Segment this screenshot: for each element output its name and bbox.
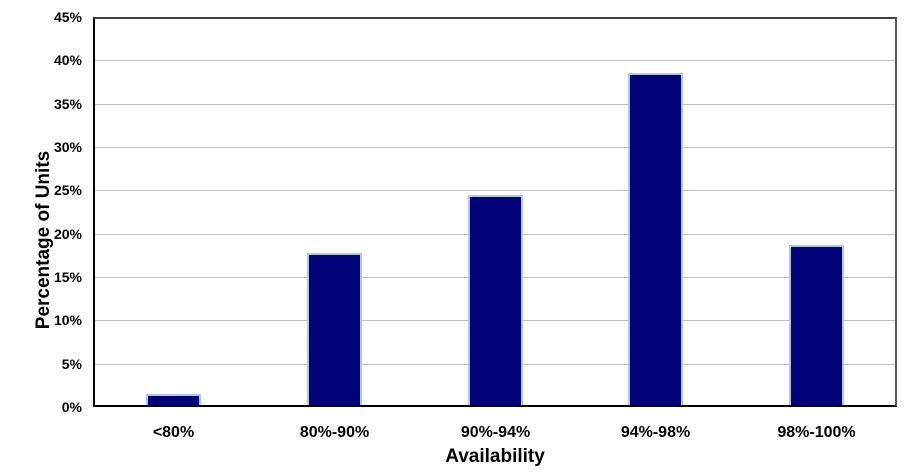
x-tick-label: 80%-90% bbox=[299, 424, 370, 441]
y-tick-label: 15% bbox=[53, 269, 82, 285]
y-axis-title: Percentage of Units bbox=[33, 150, 54, 330]
bar-<80% bbox=[146, 394, 201, 405]
gridline-25 bbox=[95, 190, 895, 191]
y-tick-label: 30% bbox=[53, 139, 82, 155]
x-tick-label: <80% bbox=[152, 424, 195, 441]
bar-94%-98% bbox=[628, 73, 683, 405]
y-tick-label: 40% bbox=[53, 52, 82, 68]
x-tick-label: 90%-94% bbox=[460, 424, 531, 441]
bar-98%-100% bbox=[789, 245, 844, 405]
y-tick-label: 45% bbox=[53, 9, 82, 25]
y-tick-label: 20% bbox=[53, 226, 82, 242]
bar-90%-94% bbox=[468, 195, 523, 405]
x-tick-label: 98%-100% bbox=[777, 424, 856, 441]
y-tick-label: 25% bbox=[53, 182, 82, 198]
gridline-35 bbox=[95, 104, 895, 105]
bar-80%-90% bbox=[307, 253, 362, 405]
y-tick-label: 35% bbox=[53, 96, 82, 112]
x-tick-label: 94%-98% bbox=[620, 424, 691, 441]
gridline-30 bbox=[95, 147, 895, 148]
gridline-40 bbox=[95, 60, 895, 61]
y-tick-label: 10% bbox=[53, 312, 82, 328]
y-tick-label: 5% bbox=[61, 356, 82, 372]
x-axis-title: Availability bbox=[445, 446, 545, 467]
y-tick-label: 0% bbox=[61, 399, 82, 415]
